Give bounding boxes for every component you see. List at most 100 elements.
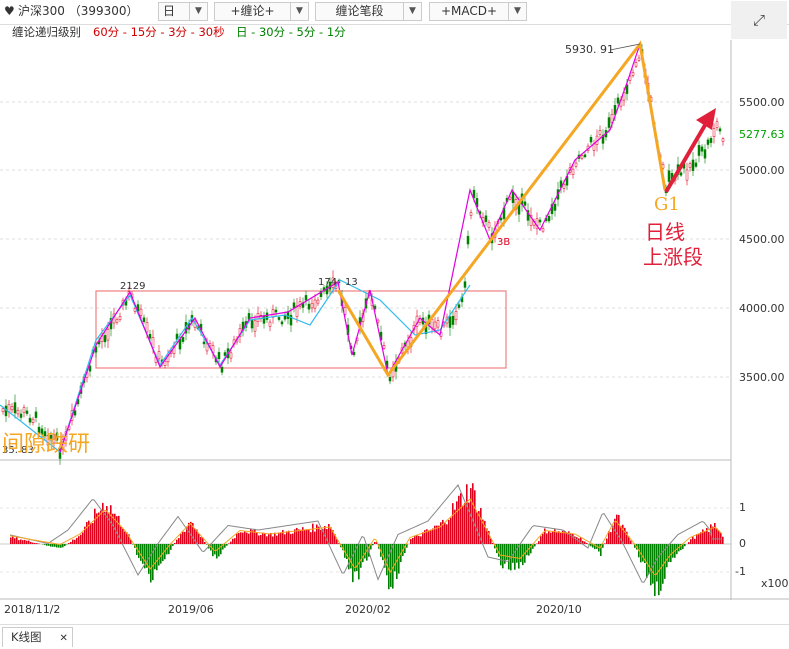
macd-bar [224,544,226,548]
macd-bar [452,503,454,544]
candle-body [389,377,391,381]
macd-bar [374,542,376,544]
macd-bar [70,542,72,544]
macd-bar [22,540,24,544]
macd-bar [310,532,312,544]
macd-bar [288,531,290,544]
macd-bar [206,544,208,545]
macd-bar [26,541,28,544]
macd-bar [720,533,722,544]
macd-bar [388,544,390,589]
macd-bar [454,510,456,544]
macd-bar [534,544,536,546]
macd-bar [362,544,364,562]
macd-bar [268,534,270,544]
macd-bar [630,541,632,544]
macd-bar [250,529,252,544]
candle-body [464,282,466,288]
candle-body [269,322,271,326]
candle-body [449,317,451,328]
candle-body [224,353,226,356]
macd-bar [94,509,96,544]
candle-body [680,173,682,176]
macd-bar [616,515,618,544]
macd-bar [604,543,606,544]
macd-bar [270,533,272,544]
macd-bar [226,544,228,546]
macd-bar [590,544,592,546]
macd-bar [548,531,550,544]
macd-bar [80,535,82,544]
candle-body [458,305,460,308]
candle-body [695,163,697,167]
macd-bar [520,544,522,562]
candle-body [26,411,28,414]
macd-bar [178,538,180,544]
close-icon[interactable]: ✕ [60,633,68,644]
macd-bar [538,541,540,544]
macd-bar [688,542,690,544]
macd-bar [232,539,234,544]
macd-bar [238,533,240,544]
candle-body [275,310,277,312]
candle-body [548,216,550,221]
macd-bar [90,523,92,544]
candle-body [305,295,307,300]
candle-body [230,353,232,358]
macd-bar [72,540,74,544]
g1-label: G1 [654,194,680,215]
macd-bar [412,538,414,544]
candle-body [485,216,487,222]
label-174: 174 [318,277,337,288]
macd-bar [560,533,562,544]
macd-bar [218,544,220,556]
candle-body [689,164,691,168]
macd-bar [648,544,650,574]
macd-bar [712,527,714,544]
candle-body [701,147,703,151]
macd-bar [352,544,354,582]
tab-kline[interactable]: K线图✕ [2,627,73,647]
candle-body [575,163,577,166]
candle-body [713,129,715,137]
candle-body [698,145,700,155]
macd-bar [572,534,574,544]
candle-body [23,408,25,413]
candle-body [20,414,22,418]
macd-bar [174,543,176,544]
macd-bar [248,534,250,544]
candle-body [437,321,439,327]
macd-bar [414,536,416,544]
candle-body [716,122,718,128]
macd-bar [160,544,162,564]
candle-body [638,58,640,60]
candle-body [116,320,118,322]
macd-bar [646,544,648,578]
candle-body [203,342,205,344]
macd-bar [456,501,458,544]
macd-bar [708,532,710,544]
macd-bar [506,544,508,560]
candle-body [353,352,355,355]
date-tick: 2018/11/2 [4,603,60,616]
macd-bar [204,542,206,544]
macd-bar [260,535,262,544]
date-tick: 2019/06 [168,603,214,616]
macd-bar [464,503,466,544]
macd-bar [286,531,288,544]
macd-bar [618,515,620,544]
orange-bi-line [338,44,665,375]
macd-bar [308,529,310,544]
date-tick: 2020/10 [536,603,582,616]
macd-bar [420,536,422,544]
macd-bar [438,526,440,544]
macd-bar [62,544,64,547]
kline-chart[interactable] [0,0,789,600]
macd-tick: 0 [739,537,746,550]
candle-body [692,160,694,171]
macd-bar [182,532,184,544]
candle-body [278,317,280,319]
candle-body [710,138,712,142]
macd-bar [584,542,586,544]
candle-body [488,222,490,227]
